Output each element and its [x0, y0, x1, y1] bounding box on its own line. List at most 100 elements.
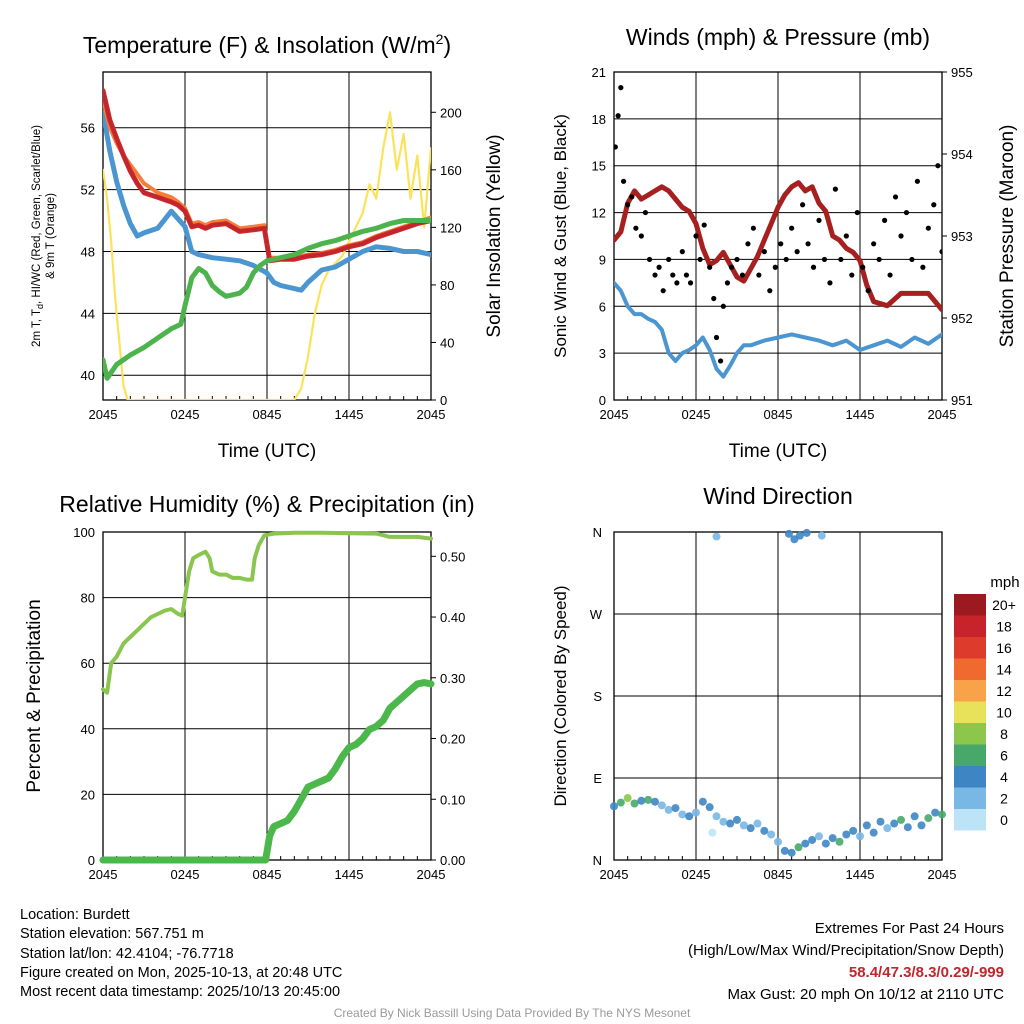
direction-point	[938, 810, 946, 819]
gust-point	[693, 233, 699, 239]
direction-point	[739, 821, 748, 830]
y2-tick-label: 200	[440, 105, 462, 120]
direction-point	[821, 839, 830, 848]
gust-point	[756, 272, 762, 278]
series-line-solar-insolation	[103, 111, 431, 400]
plot-frame	[613, 531, 943, 861]
direction-point	[842, 830, 851, 839]
gust-point	[909, 256, 915, 263]
x-tick-label: 1445	[846, 867, 875, 882]
x-tick-label: 0845	[764, 867, 793, 882]
legend-swatch	[954, 594, 986, 616]
y2-tick-label: 80	[440, 278, 454, 293]
extremes-info: Extremes For Past 24 Hours (High/Low/Max…	[688, 918, 1004, 1006]
gust-point	[854, 209, 860, 216]
gust-point	[778, 241, 784, 247]
x-tick-label: 0245	[171, 867, 200, 882]
gust-point	[656, 264, 662, 270]
y2-tick-label: 955	[951, 65, 973, 80]
gust-point	[646, 256, 653, 263]
direction-point	[794, 843, 803, 852]
credit-line: Created By Nick Bassill Using Data Provi…	[333, 1006, 691, 1020]
panel-winds: 2045 0245 0845 1445 204503691215182195195295…	[592, 65, 973, 422]
y-tick-label: 21	[592, 65, 606, 80]
legend-label: 6	[1000, 748, 1008, 764]
direction-point	[705, 803, 714, 812]
direction-point	[917, 821, 926, 830]
plot-frame	[613, 71, 943, 401]
y-tick-label: N	[593, 525, 602, 540]
station-info: Location: Burdett Station elevation: 567…	[20, 906, 342, 1002]
direction-point	[678, 810, 687, 819]
gust-point	[935, 163, 941, 169]
gust-point	[745, 241, 751, 247]
gust-point	[701, 222, 707, 228]
direction-point	[876, 817, 885, 826]
direction-point	[692, 808, 700, 817]
extremes-subtitle: (High/Low/Max Wind/Precipitation/Snow De…	[688, 942, 1004, 959]
y2-tick-label: 954	[951, 147, 973, 162]
gust-point	[638, 233, 644, 239]
gust-point	[925, 225, 931, 231]
humidity-panel-title: Relative Humidity (%) & Precipitation (i…	[59, 491, 474, 517]
gust-point	[633, 225, 639, 231]
sonic-wind-line	[614, 280, 942, 379]
gust-point	[767, 288, 773, 294]
x-tick-label: 1445	[335, 407, 364, 422]
gust-point	[772, 264, 778, 270]
direction-point	[780, 846, 789, 855]
legend-swatch	[954, 615, 986, 637]
x-tick-label: 2045	[928, 867, 957, 882]
direction-point	[760, 826, 769, 835]
y-tick-label: 56	[81, 121, 95, 136]
extremes-values: 58.4/47.3/8.3/0.29/-999	[848, 964, 1004, 981]
direction-point	[856, 832, 864, 841]
direction-point	[719, 817, 728, 826]
y2-tick-label: 0	[440, 393, 447, 408]
direction-point	[849, 826, 858, 835]
gust-point	[629, 194, 635, 200]
gust-point	[697, 256, 703, 263]
gust-point	[931, 202, 937, 208]
gust-point	[865, 288, 871, 294]
y-tick-label: N	[593, 853, 602, 868]
legend-label: 12	[996, 683, 1012, 699]
direction-point	[802, 528, 811, 537]
gust-point	[679, 249, 685, 255]
gust-point	[615, 113, 621, 119]
legend-label: 18	[996, 619, 1012, 635]
gust-point	[789, 225, 795, 231]
gust-point	[939, 249, 942, 255]
solar-y-axis-label: Solar Insolation (Yellow)	[484, 134, 505, 337]
x-tick-label: 0245	[682, 867, 711, 882]
gust-point	[652, 272, 658, 278]
y-tick-label: 48	[81, 244, 95, 259]
legend-swatch	[954, 680, 986, 702]
direction-point	[910, 812, 919, 821]
y2-tick-label: 0.50	[440, 549, 465, 564]
precipitation-line	[99, 679, 435, 864]
y2-tick-label: 160	[440, 163, 462, 178]
y-tick-label: E	[593, 771, 602, 786]
series-line-dewpoint	[103, 218, 431, 381]
direction-point	[931, 808, 940, 817]
legend-swatch	[954, 701, 986, 723]
direction-point	[733, 815, 741, 824]
direction-point	[828, 834, 837, 843]
gust-point	[827, 280, 833, 286]
direction-point	[862, 821, 871, 830]
direction-point	[897, 815, 905, 824]
y-tick-label: 18	[592, 112, 606, 127]
x-tick-label: 2045	[417, 407, 446, 422]
gust-point	[670, 272, 676, 278]
x-tick-label: 2045	[600, 867, 629, 882]
station-elevation: Station elevation: 567.751 m	[20, 926, 204, 943]
x-tick-label: 2045	[928, 407, 957, 422]
gust-point	[783, 256, 789, 263]
x-tick-label: 0245	[171, 407, 200, 422]
gust-point	[713, 334, 720, 341]
direction-point	[774, 837, 782, 846]
y-tick-label: 6	[599, 299, 606, 314]
gust-point	[711, 295, 717, 302]
x-tick-label: 2045	[89, 407, 118, 422]
